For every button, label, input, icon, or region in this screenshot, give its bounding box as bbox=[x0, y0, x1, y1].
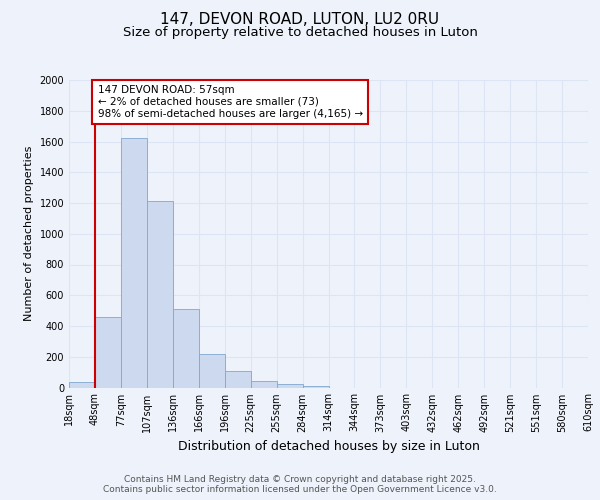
Y-axis label: Number of detached properties: Number of detached properties bbox=[24, 146, 34, 322]
Bar bbox=[69, 382, 95, 388]
Bar bbox=[302, 386, 329, 388]
Bar bbox=[225, 370, 251, 388]
Bar bbox=[147, 202, 173, 388]
Bar bbox=[173, 309, 199, 388]
Text: Size of property relative to detached houses in Luton: Size of property relative to detached ho… bbox=[122, 26, 478, 39]
Bar bbox=[121, 138, 147, 388]
Bar bbox=[199, 354, 224, 388]
Bar bbox=[277, 384, 302, 388]
Bar bbox=[251, 380, 277, 388]
Text: 147 DEVON ROAD: 57sqm
← 2% of detached houses are smaller (73)
98% of semi-detac: 147 DEVON ROAD: 57sqm ← 2% of detached h… bbox=[98, 86, 362, 118]
Text: Contains HM Land Registry data © Crown copyright and database right 2025.
Contai: Contains HM Land Registry data © Crown c… bbox=[103, 474, 497, 494]
X-axis label: Distribution of detached houses by size in Luton: Distribution of detached houses by size … bbox=[178, 440, 479, 453]
Text: 147, DEVON ROAD, LUTON, LU2 0RU: 147, DEVON ROAD, LUTON, LU2 0RU bbox=[160, 12, 440, 28]
Bar bbox=[95, 317, 121, 388]
